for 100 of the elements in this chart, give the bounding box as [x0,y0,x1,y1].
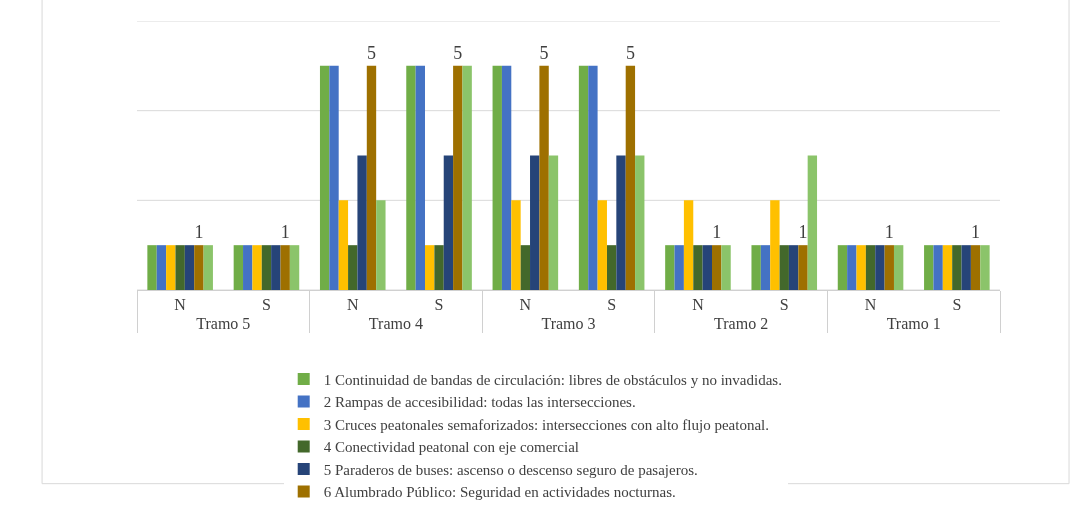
bar [779,245,789,290]
bar [625,65,636,290]
legend-label: 2 Rampas de accesibilidad: todas las intersecciones. [323,394,636,411]
bar [539,65,549,290]
bar [788,245,799,290]
data-label: 5 [625,42,635,63]
bar [548,155,559,290]
bar [184,245,195,290]
bar [530,155,540,290]
bar [338,200,349,290]
bar [875,245,885,290]
bar [693,245,703,290]
bar [847,245,857,290]
bar [243,245,253,290]
data-label: 1 [712,222,722,243]
bar [453,65,463,290]
text: Tramo 5 [196,315,251,333]
bar [635,155,645,290]
bar [924,245,934,290]
bar [980,245,990,290]
bar [616,155,626,290]
bar [280,245,290,290]
legend-label: 4 Conectividad peatonal con eje comercial [323,439,580,456]
bar [492,65,502,290]
bar [606,245,617,290]
text: Tramo 3 [541,315,596,333]
bar [893,245,904,290]
bar [406,65,416,290]
bar [865,245,876,290]
bar [770,200,780,290]
x-tick-label: N [864,296,877,314]
bar [166,245,176,290]
bar [683,200,694,290]
data-label: 1 [798,222,808,243]
x-tick-label: N [519,296,532,314]
x-tick-label: N [174,296,187,314]
bar [837,245,848,290]
bar [156,245,167,290]
bar [194,245,204,290]
legend-label: 3 Cruces peatonales semaforizados: intersecciones con alto flujo peatonal. [323,416,769,433]
bar [884,245,894,290]
data-label: 1 [884,222,894,243]
bar [674,245,684,290]
text: Tramo 1 [886,315,941,333]
data-label: 1 [280,222,290,243]
x-tick-label: S [262,296,271,314]
bar [712,245,722,290]
data-label: 5 [453,42,463,63]
bar [501,65,512,290]
bar [175,245,185,290]
legend-label: 5 Paraderos de buses: ascenso o descenso seguro de pasajeros. [323,461,698,478]
bar [721,245,731,290]
bar [434,245,444,290]
x-tick-label: S [607,296,617,314]
bar [357,155,367,290]
bar [348,245,358,290]
bar [760,245,771,290]
x-tick-label: N [692,296,705,314]
bar [856,245,866,290]
bar [511,200,521,290]
data-label: 5 [539,42,549,63]
x-tick-label: N [346,296,359,314]
bar [261,245,272,290]
bar [578,65,589,290]
bar [252,245,262,290]
bar [952,245,962,290]
bar [798,245,808,290]
data-label: 1 [194,222,204,243]
bar [443,155,454,290]
text: Tramo 2 [714,315,769,333]
bar [942,245,953,290]
bar [376,200,386,290]
bar [415,65,425,290]
bar [462,65,472,290]
bar [665,245,675,290]
bar [597,200,607,290]
text: Tramo 4 [368,315,423,333]
bar [289,245,300,290]
legend-label: 6 Alumbrado Público: Seguridad en actividades nocturnas. [323,484,676,501]
data-label: 1 [971,222,981,243]
bar [329,65,339,290]
x-tick-label: S [952,296,962,314]
bar [751,245,761,290]
data-label: 5 [366,42,376,63]
legend-label: 1 Continuidad de bandas de circulación: libres de obstáculos y no invadidas. [323,371,782,388]
bar [147,245,157,290]
bar [961,245,971,290]
bar [203,245,213,290]
bar [702,245,712,290]
bar [588,65,598,290]
x-tick-label: S [434,296,444,314]
bar [233,245,244,290]
bar [520,245,531,290]
bar [970,245,981,290]
x-tick-label: S [779,296,789,314]
bar [271,245,281,290]
bar [319,65,330,290]
bar [807,155,818,290]
bar [933,245,943,290]
bar [366,65,377,290]
